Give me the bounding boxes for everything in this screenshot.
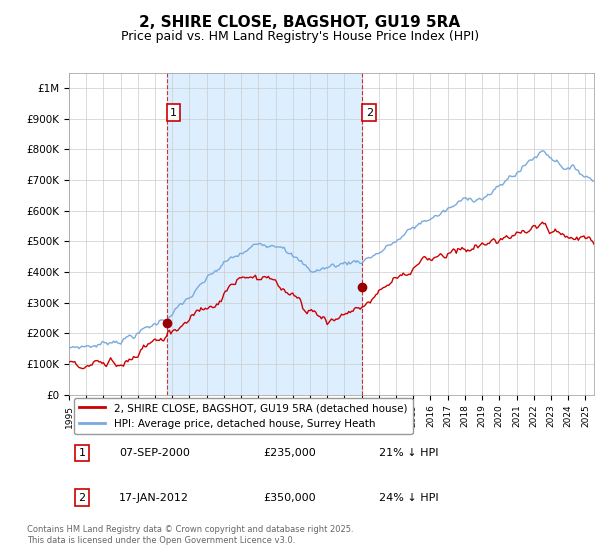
Text: £235,000: £235,000 [263, 448, 316, 458]
Legend: 2, SHIRE CLOSE, BAGSHOT, GU19 5RA (detached house), HPI: Average price, detached: 2, SHIRE CLOSE, BAGSHOT, GU19 5RA (detac… [74, 398, 413, 434]
Text: Contains HM Land Registry data © Crown copyright and database right 2025.
This d: Contains HM Land Registry data © Crown c… [27, 525, 353, 545]
Text: 17-JAN-2012: 17-JAN-2012 [119, 493, 189, 503]
Text: 2: 2 [79, 493, 86, 503]
Text: 24% ↓ HPI: 24% ↓ HPI [379, 493, 439, 503]
Text: 2, SHIRE CLOSE, BAGSHOT, GU19 5RA: 2, SHIRE CLOSE, BAGSHOT, GU19 5RA [139, 15, 461, 30]
Text: 07-SEP-2000: 07-SEP-2000 [119, 448, 190, 458]
Text: 1: 1 [170, 108, 177, 118]
Text: Price paid vs. HM Land Registry's House Price Index (HPI): Price paid vs. HM Land Registry's House … [121, 30, 479, 43]
Text: 21% ↓ HPI: 21% ↓ HPI [379, 448, 438, 458]
Text: 2: 2 [365, 108, 373, 118]
Text: £350,000: £350,000 [263, 493, 316, 503]
Text: 1: 1 [79, 448, 86, 458]
Bar [167, 73, 362, 395]
